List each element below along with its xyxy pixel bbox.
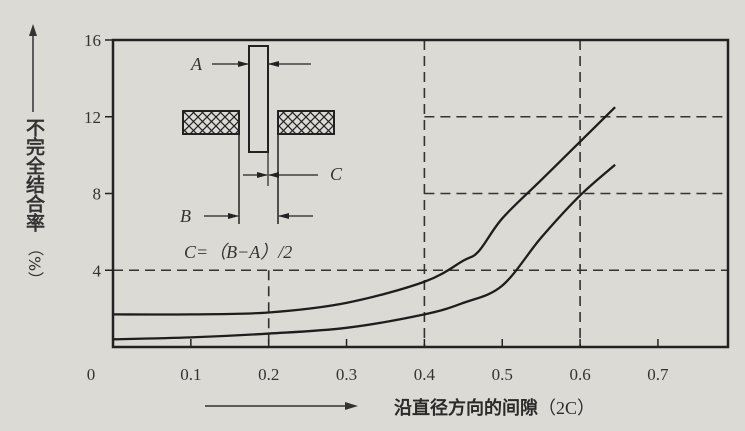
- hatched-block-right: [277, 110, 335, 135]
- y-arrow-head-icon: [29, 24, 37, 36]
- reference-lines: [113, 40, 728, 347]
- y-tick-label: 12: [84, 108, 101, 127]
- x-tick-label: 0.4: [414, 365, 436, 384]
- y-tick-label: 8: [93, 185, 102, 204]
- tick-group: 0 0.1 0.2 0.3 0.4 0.5 0.6 0.7 4 8 12 16: [84, 31, 669, 384]
- x-tick-label: 0.1: [180, 365, 201, 384]
- x-axis-title: 沿直径方向的间隙: [394, 398, 538, 419]
- inset-formula: C=（B−A）/2: [184, 242, 292, 262]
- y-axis-label: 不完全结合率 （%）: [22, 118, 46, 287]
- x-arrow-head-icon: [345, 402, 358, 410]
- series-group: [112, 106, 616, 341]
- y-axis-unit: （%）: [25, 240, 44, 288]
- x-tick-label: 0.7: [647, 365, 669, 384]
- inset-diagram: A C B C=（B−A）/2: [180, 45, 343, 262]
- x-tick-label: 0.6: [569, 365, 590, 384]
- x-tick-label: 0.3: [336, 365, 357, 384]
- y-axis-title: 不完全结合率: [23, 118, 45, 232]
- hatched-block-left: [182, 110, 240, 135]
- x-axis-label: 沿直径方向的间隙（2C）: [394, 394, 595, 420]
- x-axis-unit: （2C）: [538, 398, 596, 418]
- x-tick-label: 0.5: [492, 365, 513, 384]
- y-tick-label: 16: [84, 31, 101, 50]
- series-line-2: [112, 163, 616, 341]
- inset-label-a: A: [190, 54, 203, 74]
- shaft: [248, 45, 269, 153]
- inset-label-c: C: [330, 164, 343, 184]
- x-tick-label: 0.2: [258, 365, 279, 384]
- x-tick-label: 0: [87, 365, 96, 384]
- inset-label-b: B: [180, 206, 191, 226]
- y-tick-label: 4: [93, 261, 102, 280]
- series-line-1: [112, 106, 616, 316]
